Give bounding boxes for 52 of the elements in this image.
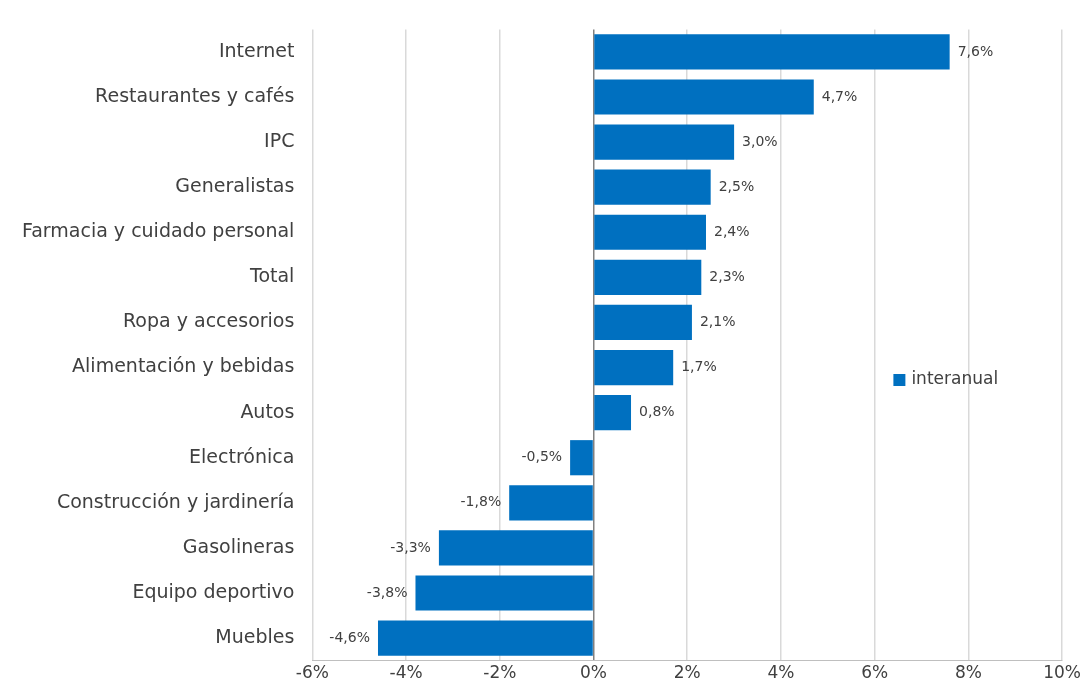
bar <box>594 259 702 295</box>
y-tick-label: Equipo deportivo <box>132 579 295 602</box>
data-label: -3,3% <box>390 538 431 555</box>
data-label: 4,7% <box>821 87 858 104</box>
bar <box>415 575 593 611</box>
data-label: 2,1% <box>699 313 736 330</box>
bar <box>594 124 735 160</box>
y-tick-label: Construcción y jardinería <box>56 489 295 512</box>
data-label: -3,8% <box>366 583 408 600</box>
y-tick-label: Total <box>249 264 295 287</box>
bar <box>438 530 593 566</box>
x-tick-label: 0% <box>580 662 608 683</box>
data-label: 1,7% <box>681 358 717 375</box>
data-label: 0,8% <box>639 403 675 420</box>
y-tick-label: Generalistas <box>175 174 295 197</box>
data-label: -4,6% <box>329 628 370 645</box>
bar <box>594 214 706 250</box>
bar <box>594 395 632 431</box>
data-label: -1,8% <box>460 493 502 510</box>
data-label: 7,6% <box>957 42 994 59</box>
y-tick-label: Farmacia y cuidado personal <box>21 219 295 242</box>
data-label: 2,5% <box>718 177 755 194</box>
x-tick-label: 2% <box>673 662 701 683</box>
y-tick-label: Autos <box>240 399 295 422</box>
x-tick-label: 8% <box>954 662 982 683</box>
bar <box>594 304 692 341</box>
y-tick-label: Ropa y accesorios <box>123 309 295 332</box>
bar <box>377 620 593 656</box>
x-tick-label: -2% <box>483 662 517 683</box>
x-tick-label: 10% <box>1043 662 1082 683</box>
data-label: 2,3% <box>709 268 745 285</box>
data-label: 3,0% <box>742 132 778 149</box>
x-tick-label: -6% <box>295 662 329 683</box>
x-tick-label: -4% <box>389 662 423 683</box>
x-tick-label: 6% <box>861 662 889 683</box>
bar <box>594 349 674 386</box>
legend-label: interanual <box>911 368 999 389</box>
y-tick-label: Alimentación y bebidas <box>72 354 295 377</box>
bar <box>509 485 593 521</box>
bar <box>594 79 814 115</box>
y-tick-label: Restaurantes y cafés <box>95 83 295 106</box>
y-tick-label: Gasolineras <box>182 534 295 557</box>
y-tick-label: Electrónica <box>189 444 295 467</box>
bar <box>594 169 711 205</box>
bar <box>570 440 593 476</box>
data-label: 2,4% <box>713 222 750 239</box>
y-tick-label: Internet <box>218 38 295 61</box>
data-label: -0,5% <box>521 448 563 465</box>
bar <box>594 34 950 70</box>
y-tick-label: IPC <box>264 129 295 152</box>
x-tick-label: 4% <box>767 662 795 683</box>
y-tick-label: Muebles <box>215 624 295 647</box>
